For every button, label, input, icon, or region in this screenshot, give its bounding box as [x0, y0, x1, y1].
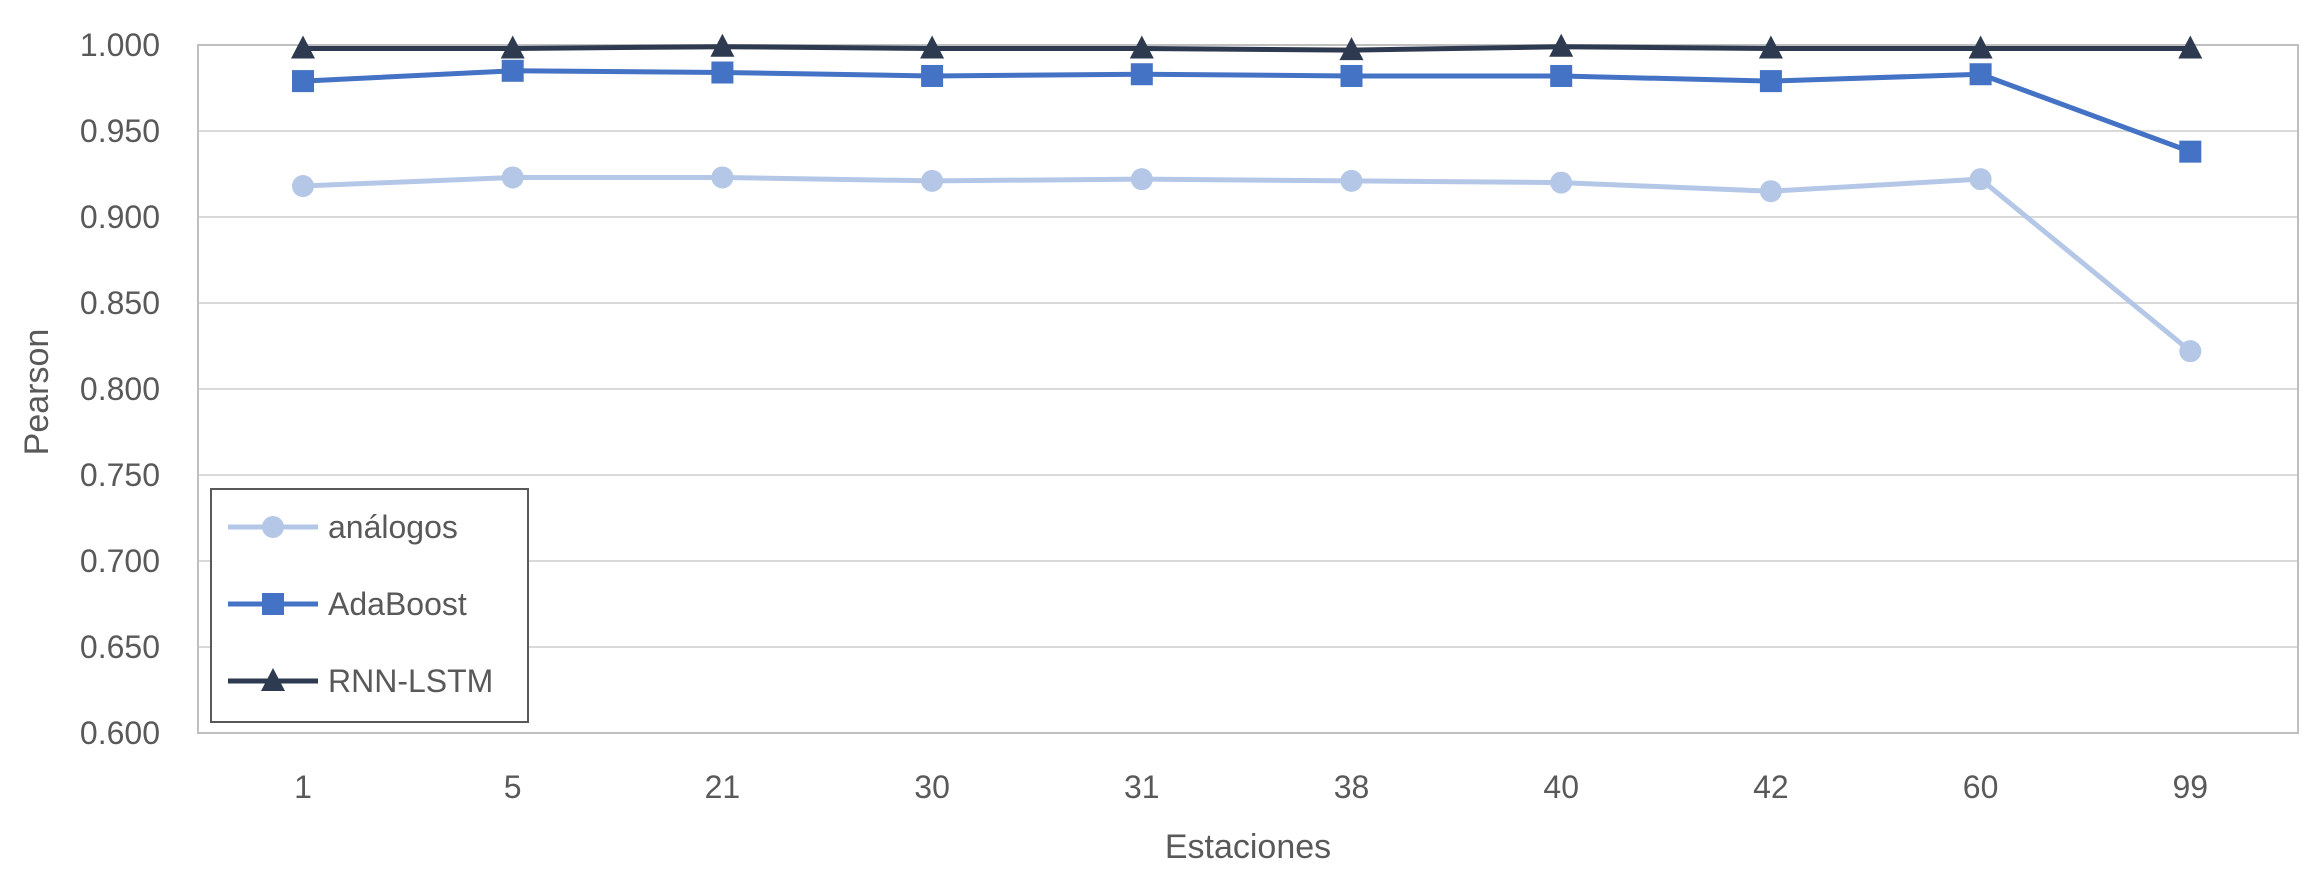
- series-line: [300, 174, 2193, 354]
- series-line: [300, 68, 2193, 155]
- series-circle: [292, 166, 2202, 363]
- marker-triangle: [1129, 35, 1154, 59]
- marker-triangle: [291, 35, 315, 59]
- x-axis-title: Estaciones: [1165, 828, 1331, 866]
- marker-triangle: [920, 35, 945, 59]
- legend: análogos AdaBoost RNN-LSTM: [210, 488, 529, 723]
- legend-label: AdaBoost: [328, 586, 467, 622]
- legend-label: RNN-LSTM: [328, 663, 493, 699]
- x-tick-label: 1: [294, 769, 312, 805]
- x-tick-label: 42: [1753, 769, 1789, 805]
- marker-circle: [262, 516, 284, 538]
- legend-label: análogos: [328, 509, 458, 545]
- marker-circle: [711, 166, 734, 189]
- marker-square: [1969, 63, 1992, 86]
- series-triangle: [291, 33, 2203, 61]
- grid-layer: [197, 44, 2299, 734]
- marker-square: [2179, 140, 2202, 163]
- marker-triangle: [1549, 33, 1574, 57]
- y-tick-label: 0.700: [80, 543, 160, 579]
- legend-entry: análogos: [228, 509, 458, 545]
- series-line: [300, 44, 2193, 53]
- y-axis-title: Pearson: [18, 329, 56, 456]
- y-tick-label: 1.000: [80, 27, 160, 63]
- marker-triangle: [261, 668, 285, 691]
- plot-area-border: [197, 44, 2299, 734]
- marker-square: [1550, 64, 1573, 87]
- y-tick-label: 0.950: [80, 113, 160, 149]
- marker-square: [711, 61, 734, 84]
- y-tick-label: 0.750: [80, 457, 160, 493]
- marker-triangle: [1758, 35, 1783, 59]
- series-square: [292, 59, 2202, 163]
- marker-square: [921, 64, 944, 87]
- y-tick-label: 0.800: [80, 371, 160, 407]
- x-tick-label: 38: [1334, 769, 1370, 805]
- marker-circle: [1969, 168, 1992, 191]
- legend-entry: RNN-LSTM: [228, 663, 493, 699]
- series-layer: [291, 33, 2203, 363]
- y-tick-label: 0.900: [80, 199, 160, 235]
- marker-triangle: [500, 35, 525, 59]
- marker-triangle: [1968, 35, 1993, 59]
- x-tick-label: 40: [1543, 769, 1579, 805]
- marker-square: [292, 70, 314, 93]
- x-tick-label: 5: [504, 769, 522, 805]
- y-tick-label: 0.650: [80, 629, 160, 665]
- x-tick-label: 31: [1124, 769, 1160, 805]
- marker-triangle: [1339, 37, 1364, 61]
- marker-circle: [2179, 340, 2202, 363]
- marker-square: [1130, 63, 1153, 86]
- marker-square: [1759, 70, 1782, 93]
- marker-circle: [1759, 180, 1782, 203]
- x-tick-label: 21: [705, 769, 741, 805]
- legend-entry: AdaBoost: [228, 586, 467, 622]
- marker-circle: [501, 166, 524, 189]
- marker-square: [262, 593, 284, 615]
- x-tick-label: 60: [1963, 769, 1999, 805]
- x-tick-label: 99: [2173, 769, 2209, 805]
- y-tick-label: 0.600: [80, 715, 160, 751]
- marker-circle: [1340, 169, 1363, 192]
- axis-layer: 0.600 0.650 0.700 0.750 0.800 0.850 0.900 0.950…: [80, 27, 2208, 805]
- marker-circle: [1550, 171, 1573, 194]
- marker-square: [501, 59, 524, 82]
- marker-triangle: [2178, 35, 2203, 59]
- marker-circle: [1130, 168, 1153, 191]
- marker-square: [1340, 64, 1363, 87]
- y-tick-label: 0.850: [80, 285, 160, 321]
- marker-triangle: [710, 33, 735, 57]
- x-tick-label: 30: [914, 769, 950, 805]
- marker-circle: [921, 169, 944, 192]
- marker-circle: [292, 175, 314, 198]
